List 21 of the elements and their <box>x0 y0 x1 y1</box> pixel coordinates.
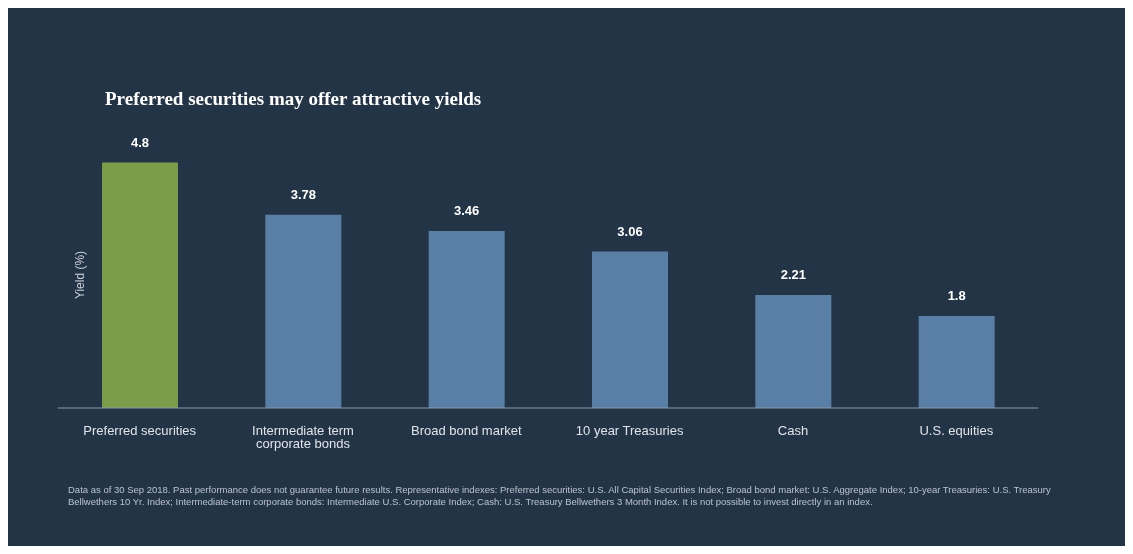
x-tick-label: 10 year Treasuries <box>575 423 684 439</box>
text: Data as of 30 Sep 2018. Past performance does not guarantee future results. Representative indexes: Preferred securities: U.S. All Capital Securities Index; Broad bond market: U.S. Aggregate Index; 10-year Treasuries: U.S. Treasury Bellwethers 10 Yr. Index; Intermediate-term corporate bonds: Intermediate U.S. Corporate Index; Cash: U.S. Treasury Bellwethers 3 Month Index. It is not possible to invest directly in an index. <box>68 484 1052 508</box>
data-label: 3.46 <box>454 203 480 219</box>
x-tick-label: U.S. equities <box>919 423 994 439</box>
chart-title: Preferred securities may offer attractive yields <box>105 88 482 110</box>
bar <box>102 162 178 408</box>
bar <box>592 251 668 408</box>
bar <box>265 214 342 408</box>
data-label: 3.06 <box>617 223 643 239</box>
y-axis-title: Yield (%) <box>73 250 88 300</box>
bar <box>428 231 505 408</box>
x-tick-label: Intermediate term corporate bonds <box>252 423 354 452</box>
data-label: 1.8 <box>947 287 966 303</box>
data-label: 4.8 <box>130 134 150 150</box>
bar <box>755 294 832 408</box>
data-label: 2.21 <box>780 266 806 282</box>
x-tick-label: Cash <box>777 423 809 439</box>
x-tick-label: Broad bond market <box>411 423 522 439</box>
x-tick-label: Preferred securities <box>83 423 197 439</box>
bar <box>918 315 995 408</box>
data-label: 3.78 <box>290 186 316 202</box>
